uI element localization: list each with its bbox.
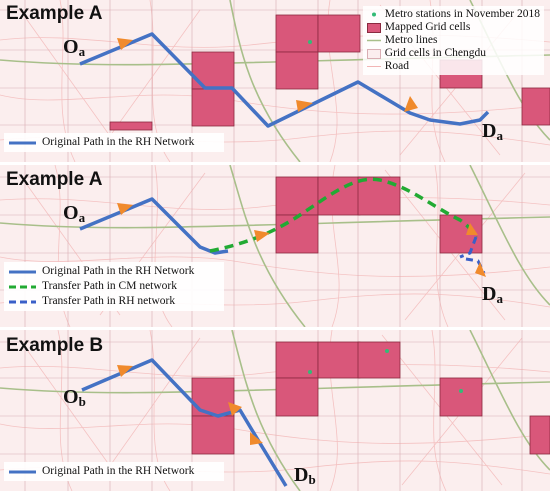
rh-transfer-path — [459, 236, 486, 274]
direction-arrows — [117, 203, 486, 277]
origin-label: Ob — [63, 386, 86, 410]
legend-original-path-label: Original Path in the RH Network — [42, 265, 195, 277]
origin-label-sub: a — [78, 210, 86, 225]
origin-label-sub: b — [78, 394, 86, 409]
legend-original-path-label: Original Path in the RH Network — [42, 136, 195, 148]
legend-grid-cells-label: Grid cells in Chengdu — [384, 47, 487, 59]
grid-cell-symbol — [366, 49, 381, 59]
original-path — [79, 32, 490, 128]
map-canvas — [0, 165, 550, 327]
road-symbol — [366, 66, 381, 67]
legend-mapped-grid-cells-label: Mapped Grid cells — [384, 21, 471, 33]
legend-original-path: Original Path in the RH Network — [8, 464, 220, 479]
metro-line-symbol — [366, 39, 381, 42]
origin-label: Oa — [63, 36, 85, 60]
origin-label-base: O — [63, 386, 79, 408]
legend-cm-transfer-path: Transfer Path in CM network — [8, 279, 220, 294]
panel-example-a-original: Example A Oa Da Metro stations in Novemb… — [0, 0, 550, 162]
legend-road: Road — [366, 60, 540, 73]
origin-label-base: O — [63, 202, 79, 224]
cm-transfer-path-symbol — [9, 285, 36, 289]
rh-transfer-path-symbol — [9, 300, 36, 304]
metro-station — [308, 40, 312, 44]
destination-label-sub: a — [496, 128, 503, 143]
panel-separator — [0, 327, 550, 330]
legend-metro-lines: Metro lines — [366, 34, 540, 47]
original-path-symbol — [9, 141, 36, 145]
legend-metro-lines-label: Metro lines — [384, 34, 438, 46]
panel-example-a-transfer: Example A Oa Da Original Path in the RH … — [0, 165, 550, 327]
legend-mapped-grid-cells: Mapped Grid cells — [366, 21, 540, 34]
legend-original-path-label: Original Path in the RH Network — [42, 465, 195, 477]
origin-label: Oa — [63, 202, 85, 226]
panel-example-b: Example B Ob Db Original Path in the RH … — [0, 330, 550, 491]
metro-station — [459, 389, 463, 393]
metro-lines — [0, 165, 550, 327]
metro-station — [385, 349, 389, 353]
destination-label-base: D — [482, 283, 497, 305]
legend-road-label: Road — [384, 60, 410, 72]
destination-label: Da — [482, 120, 503, 144]
panel-separator — [0, 162, 550, 165]
mapped-grid-cells — [275, 176, 483, 254]
mapped-grid-cells — [191, 341, 550, 455]
destination-label-sub: a — [496, 291, 503, 306]
original-path-symbol — [9, 270, 36, 274]
legend-metro-stations-label: Metro stations in November 2018 — [384, 8, 540, 20]
cm-transfer-path — [209, 177, 478, 253]
original-path-symbol — [9, 470, 36, 474]
destination-label: Da — [482, 283, 503, 307]
legend-original-path: Original Path in the RH Network — [8, 264, 220, 279]
legend-original-path: Original Path in the RH Network — [8, 135, 220, 150]
metro-stations — [308, 349, 463, 393]
path-legend: Original Path in the RH Network — [4, 462, 224, 481]
destination-label: Db — [294, 464, 316, 488]
mapped-grid-cell-symbol — [366, 23, 381, 33]
origin-label-sub: a — [78, 44, 86, 59]
legend-rh-transfer-path-label: Transfer Path in RH network — [42, 295, 176, 307]
destination-label-base: D — [482, 120, 497, 142]
panel-title: Example B — [6, 335, 104, 356]
path-legend: Original Path in the RH Network Transfer… — [4, 262, 224, 311]
legend-rh-transfer-path: Transfer Path in RH network — [8, 294, 220, 309]
map-legend: Metro stations in November 2018 Mapped G… — [362, 6, 544, 75]
direction-arrows — [117, 38, 418, 112]
legend-metro-stations: Metro stations in November 2018 — [367, 8, 540, 21]
panel-title: Example A — [6, 169, 103, 190]
metro-station-symbol — [371, 12, 376, 17]
direction-arrows — [117, 365, 263, 445]
legend-grid-cells: Grid cells in Chengdu — [366, 47, 540, 60]
legend-cm-transfer-path-label: Transfer Path in CM network — [42, 280, 178, 292]
destination-label-base: D — [294, 464, 309, 486]
panel-title: Example A — [6, 3, 103, 24]
origin-label-base: O — [63, 36, 79, 58]
path-legend: Original Path in the RH Network — [4, 133, 224, 152]
destination-label-sub: b — [308, 472, 316, 487]
metro-station — [308, 370, 312, 374]
